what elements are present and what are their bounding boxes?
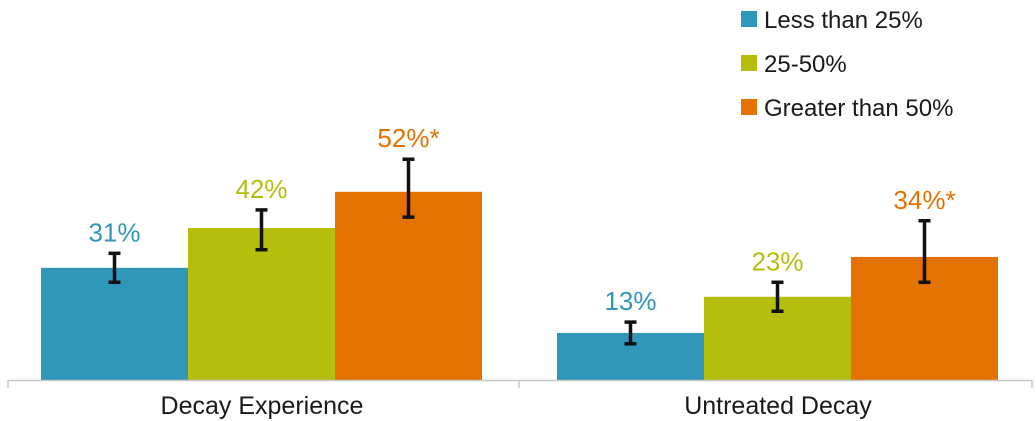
data-label-untreated-decay-25-50: 23% [751, 246, 803, 276]
x-axis: Decay Experience Untreated Decay [7, 379, 1033, 420]
data-label-decay-experience-greater-than-50: 52%* [377, 123, 439, 153]
bar-decay-experience-25-50 [188, 228, 335, 380]
bars-layer [41, 191, 998, 380]
error-bar-untreated-decay-greater-than-50 [918, 219, 931, 285]
legend-item-less-than-25: Less than 25% [741, 7, 923, 34]
legend-swatch-greater-than-50 [741, 99, 757, 115]
legend-swatch-25-50 [741, 55, 757, 71]
legend-item-25-50: 25-50% [741, 51, 847, 78]
error-bar-decay-experience-25-50 [255, 208, 268, 252]
legend-label-greater-than-50: Greater than 50% [764, 95, 953, 122]
error-bar-decay-experience-greater-than-50 [402, 157, 415, 219]
data-label-untreated-decay-less-than-25: 13% [604, 286, 656, 316]
error-bar-untreated-decay-less-than-25 [624, 320, 637, 346]
data-labels-layer: 31% 42% 52%* 13% 23% 34%* [88, 123, 955, 316]
error-bar-untreated-decay-25-50 [771, 280, 784, 313]
data-label-decay-experience-25-50: 42% [235, 174, 287, 204]
bar-decay-experience-less-than-25 [41, 267, 188, 380]
bar-decay-experience-greater-than-50 [335, 191, 482, 380]
x-tick-label-untreated-decay: Untreated Decay [684, 392, 872, 420]
legend-label-less-than-25: Less than 25% [764, 7, 923, 34]
data-label-untreated-decay-greater-than-50: 34%* [893, 185, 955, 215]
x-tick-label-decay-experience: Decay Experience [161, 392, 364, 420]
legend-label-25-50: 25-50% [764, 51, 847, 78]
legend-item-greater-than-50: Greater than 50% [741, 95, 953, 122]
legend: Less than 25% 25-50% Greater than 50% [741, 7, 953, 122]
legend-swatch-less-than-25 [741, 11, 757, 27]
error-bars-layer [108, 157, 931, 346]
error-bar-decay-experience-less-than-25 [108, 251, 121, 285]
data-label-decay-experience-less-than-25: 31% [88, 217, 140, 247]
